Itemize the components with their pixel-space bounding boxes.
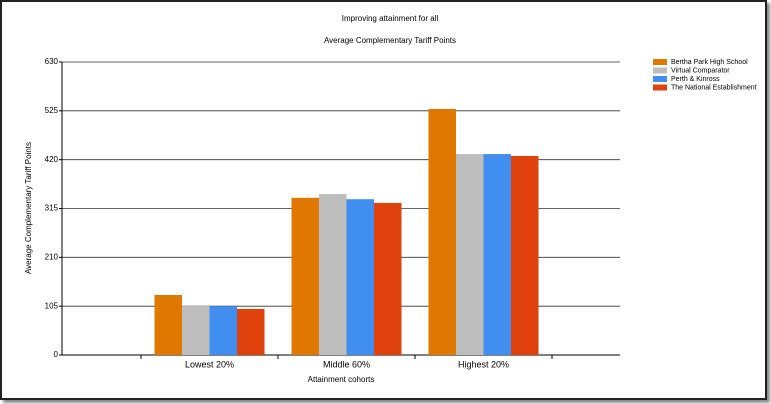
x-tick-label: Middle 60% [323,359,370,369]
y-tick-label: 0 [54,350,59,359]
bar [182,305,210,355]
chart-title: Improving attainment for all [342,14,439,23]
bar [511,155,539,355]
bar [291,197,319,355]
y-axis-label: Average Complementary Tariff Points [24,142,33,274]
legend-label: Bertha Park High School [671,59,748,66]
y-tick-label: 315 [45,204,59,213]
y-tick-label: 105 [45,301,59,310]
legend-swatch [653,67,667,74]
legend-swatch [653,84,667,91]
y-tick-label: 420 [45,155,59,164]
bar [483,154,511,355]
x-tick-label: Highest 20% [458,359,509,369]
legend-swatch [653,76,667,82]
bar [428,108,456,355]
legend-swatch [653,59,667,65]
legend-label: Perth & Kinross [671,76,720,83]
legend-label: Virtual Comparator [671,67,730,74]
chart-subtitle: Average Complementary Tariff Points [324,36,456,45]
bar [154,295,182,355]
bar [374,202,402,355]
y-tick-label: 210 [45,252,59,261]
bar [319,194,347,355]
x-axis-label: Attainment cohorts [308,375,375,384]
y-tick-label: 630 [45,57,59,66]
bar [237,308,265,355]
y-tick-label: 525 [45,106,59,115]
bar [456,154,484,355]
legend-label: The National Establishment [671,84,757,91]
bar [346,199,374,355]
x-tick-label: Lowest 20% [185,359,234,369]
bar [209,306,237,355]
